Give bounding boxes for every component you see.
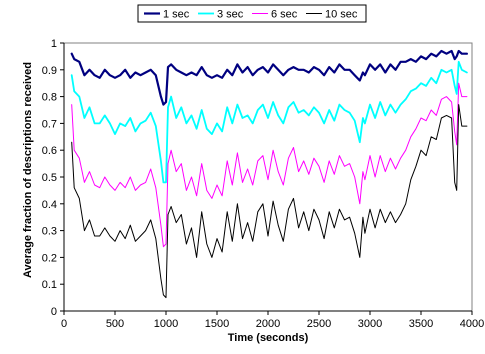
x-tick-label: 1500 [205,318,229,330]
x-tick-label: 3000 [358,318,382,330]
y-tick-label: 0.6 [42,145,57,157]
x-tick-label: 500 [106,318,124,330]
y-tick-label: 0.2 [42,252,57,264]
y-tick-label: 0.8 [42,92,57,104]
y-tick-label: 0.9 [42,65,57,77]
y-tick-label: 0 [51,306,57,318]
legend: 1 sec 3 sec 6 sec 10 sec [137,4,367,23]
x-axis-title: Time (seconds) [228,332,309,344]
x-tick-label: 0 [61,318,67,330]
series-line-6-sec [71,82,468,248]
x-tick-label: 2000 [256,318,280,330]
y-tick-label: 0.1 [42,279,57,291]
series-line-1-sec [70,49,468,106]
series-line-10-sec [71,104,468,299]
legend-label: 10 sec [325,9,358,21]
y-tick-label: 0.4 [42,199,57,211]
legend-label: 3 sec [217,9,244,21]
legend-label: 1 sec [163,9,190,21]
x-tick-label: 3500 [409,318,433,330]
y-tick-label: 0.7 [42,118,57,130]
axes: 0 0.1 0.2 0.3 0.4 0.5 0.6 0.7 0.8 0.9 1 0 500 1000 150… [42,38,485,330]
series-layer [70,49,468,299]
y-tick-label: 0.3 [42,226,57,238]
legend-label: 6 sec [271,9,298,21]
x-tick-label: 2500 [307,318,331,330]
x-tick-label: 1000 [154,318,178,330]
y-tick-label: 1 [51,38,57,50]
y-axis-title: Average fraction of descriptions receive… [22,62,34,278]
y-tick-label: 0.5 [42,172,57,184]
series-line-3-sec [70,60,468,184]
x-tick-label: 4000 [460,318,484,330]
